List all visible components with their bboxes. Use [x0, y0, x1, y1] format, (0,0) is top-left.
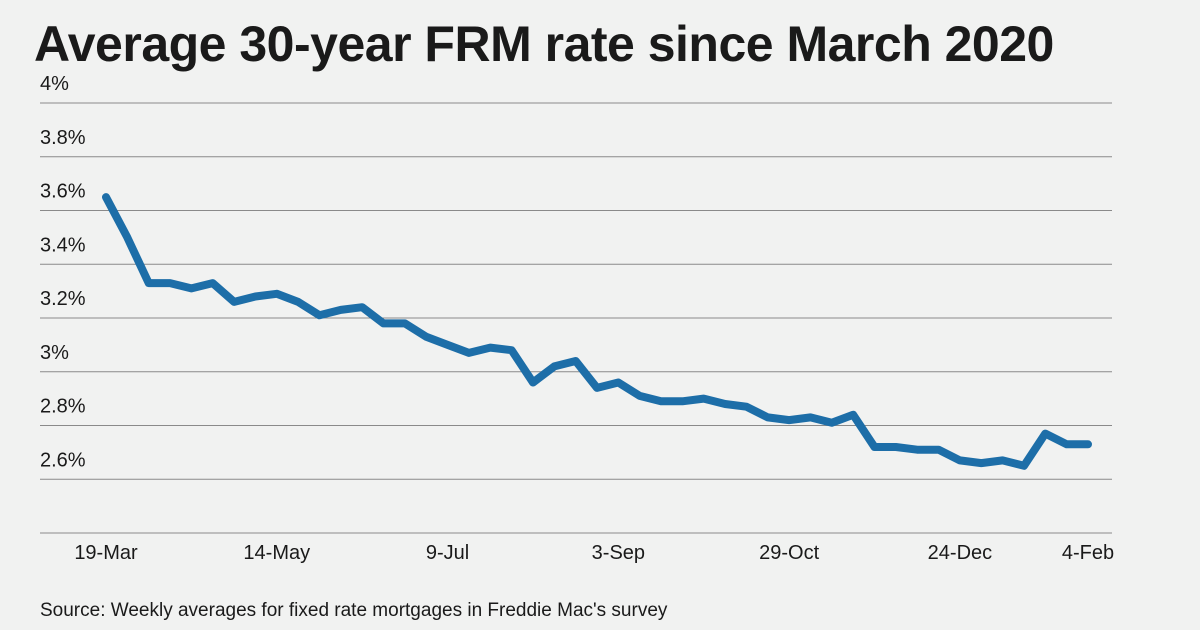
chart-title: Average 30-year FRM rate since March 202…	[34, 16, 1054, 72]
y-axis-labels: 4% 3.8% 3.6% 3.4% 3.2% 3% 2.8% 2.6%	[40, 73, 86, 471]
y-tick-label: 2.8%	[40, 396, 86, 418]
source-note: Source: Weekly averages for fixed rate m…	[40, 600, 668, 621]
y-tick-label: 4%	[40, 73, 69, 95]
data-series	[102, 193, 1092, 470]
y-tick-label: 3.4%	[40, 234, 86, 256]
y-tick-label: 3.2%	[40, 288, 86, 310]
gridlines	[40, 102, 1112, 534]
x-tick-label: 4-Feb	[1062, 542, 1114, 564]
x-tick-label: 24-Dec	[928, 542, 992, 564]
x-tick-label: 14-May	[243, 542, 310, 564]
y-tick-label: 3.6%	[40, 181, 86, 203]
series-line	[102, 193, 1092, 470]
y-tick-label: 2.6%	[40, 449, 86, 471]
y-tick-label: 3.8%	[40, 127, 86, 149]
x-tick-label: 19-Mar	[74, 542, 138, 564]
y-tick-label: 3%	[40, 342, 69, 364]
x-axis-labels: 19-Mar 14-May 9-Jul 3-Sep 29-Oct 24-Dec 4-Feb	[74, 542, 1114, 564]
x-tick-label: 9-Jul	[426, 542, 469, 564]
x-tick-label: 3-Sep	[592, 542, 645, 564]
x-tick-label: 29-Oct	[759, 542, 819, 564]
